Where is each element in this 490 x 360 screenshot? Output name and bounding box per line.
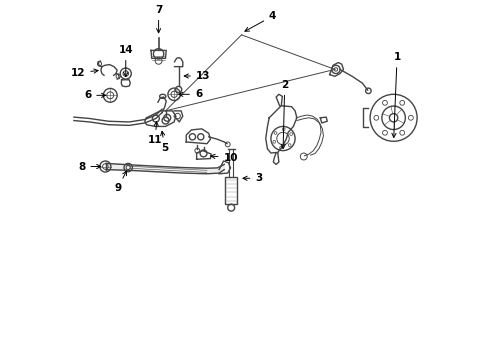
- Text: 3: 3: [243, 173, 263, 183]
- Text: 14: 14: [119, 45, 133, 77]
- Text: 5: 5: [161, 131, 169, 153]
- Text: 8: 8: [78, 162, 101, 171]
- Text: 12: 12: [71, 68, 98, 78]
- Text: 6: 6: [84, 90, 106, 100]
- Text: 10: 10: [211, 153, 238, 162]
- Text: 6: 6: [179, 89, 202, 99]
- Polygon shape: [106, 163, 224, 174]
- Text: 1: 1: [392, 52, 401, 138]
- Text: 11: 11: [148, 122, 162, 145]
- Text: 9: 9: [114, 171, 126, 193]
- Text: 13: 13: [184, 71, 210, 81]
- Text: 2: 2: [281, 80, 289, 148]
- Text: 7: 7: [155, 5, 162, 33]
- Text: 4: 4: [245, 11, 276, 31]
